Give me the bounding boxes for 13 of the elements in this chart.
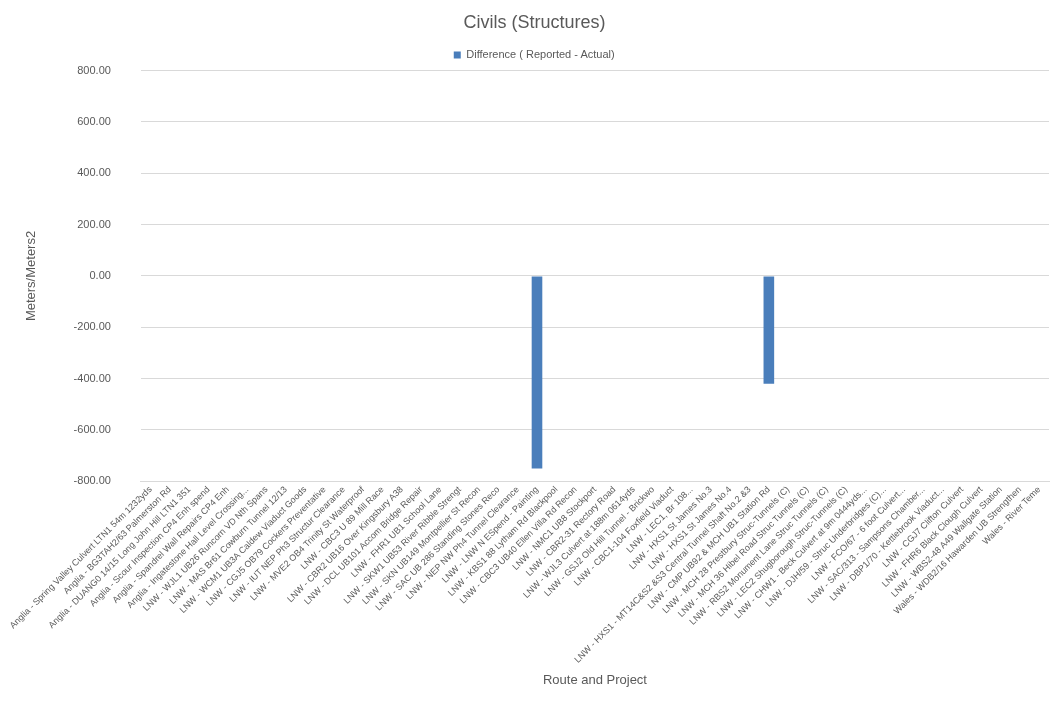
chart-title: Civils (Structures) <box>463 11 606 32</box>
y-tick-label: -200.00 <box>73 320 111 333</box>
legend-label: Difference ( Reported - Actual) <box>466 48 615 61</box>
y-tick-label: 400.00 <box>77 166 111 179</box>
y-tick-label: 800.00 <box>77 63 111 76</box>
y-tick-label: -400.00 <box>73 371 111 384</box>
y-axis-title: Meters/Meters2 <box>23 230 39 322</box>
y-tick-label: -600.00 <box>73 423 111 436</box>
y-tick-label: 0.00 <box>89 269 111 281</box>
y-tick-label: 200.00 <box>77 217 111 230</box>
y-tick-label: -800.00 <box>73 474 111 487</box>
y-tick-label: 600.00 <box>77 114 111 127</box>
x-axis-title: Route and Project <box>542 671 648 687</box>
